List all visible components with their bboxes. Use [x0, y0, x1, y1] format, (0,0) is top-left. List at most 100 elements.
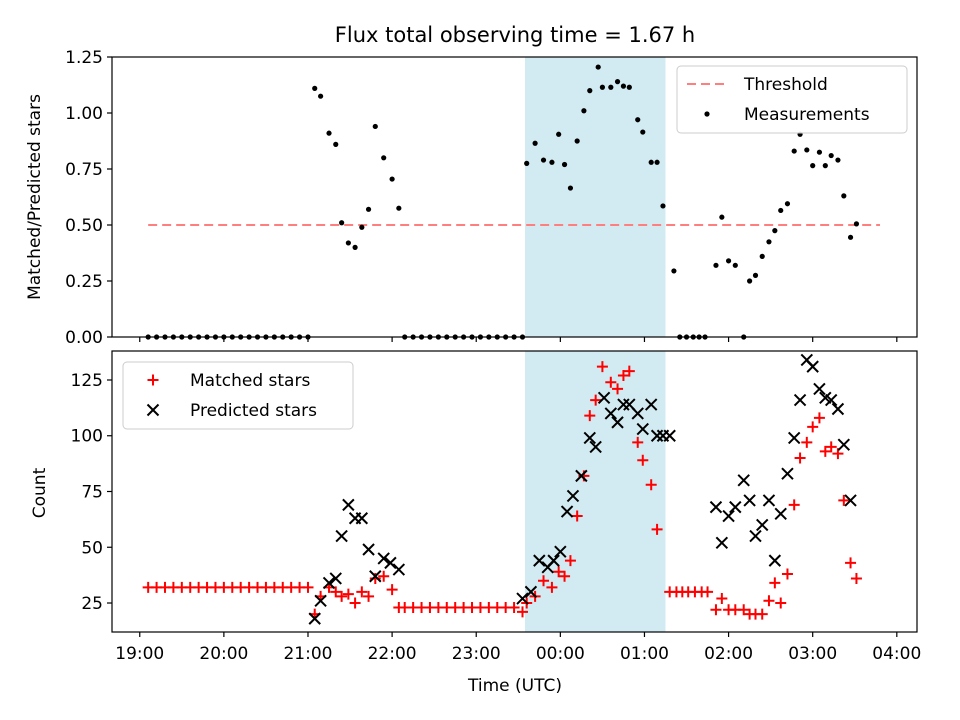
- measurement-point: [561, 161, 568, 168]
- measurement-point: [599, 84, 606, 90]
- matched-star-point: [378, 570, 390, 582]
- predicted-star-point: [831, 402, 845, 416]
- top-panel: 0.00 0.25 0.50 0.75 1.00 1.25 Threshold Measure…: [65, 48, 918, 348]
- matched-star-point: [363, 590, 375, 602]
- y-tick-label: 125: [71, 371, 103, 391]
- measurement-point: [732, 262, 738, 268]
- matched-star-point: [813, 412, 825, 424]
- measurement-point: [671, 268, 677, 274]
- measurement-point: [567, 185, 574, 191]
- matched-star-point: [349, 597, 361, 609]
- predicted-star-point: [533, 554, 546, 567]
- predicted-star-point: [768, 554, 782, 567]
- measurement-point: [389, 176, 395, 182]
- predicted-star-point: [377, 552, 390, 565]
- predicted-star-point: [575, 469, 588, 483]
- matched-star-point: [716, 593, 728, 605]
- predicted-star-point: [322, 576, 336, 590]
- matched-star-point: [596, 361, 608, 373]
- matched-star-point: [632, 436, 644, 448]
- measurement-point: [640, 129, 646, 135]
- legend-label: Matched stars: [190, 371, 310, 391]
- predicted-star-point: [547, 554, 560, 567]
- measurement-point: [719, 214, 725, 220]
- predicted-star-point: [329, 572, 342, 585]
- measurement-point: [549, 159, 555, 165]
- x-tick-label: 03:00: [788, 644, 837, 664]
- matched-star-point: [807, 421, 819, 433]
- measurement-point: [766, 239, 772, 245]
- x-tick-label: 23:00: [452, 644, 501, 664]
- y-tick-label: 75: [81, 483, 103, 503]
- matched-star-point: [738, 604, 750, 616]
- measurement-point: [381, 155, 387, 161]
- shaded-region: [525, 351, 666, 632]
- measurement-point: [778, 207, 784, 214]
- predicted-star-point: [806, 360, 819, 373]
- measurement-point: [725, 258, 732, 264]
- y-tick-label: 0.75: [65, 160, 103, 180]
- matched-star-point: [369, 572, 381, 584]
- x-tick-label: 00:00: [536, 644, 585, 664]
- predicted-star-point: [774, 507, 787, 521]
- predicted-star-point: [335, 529, 348, 543]
- predicted-star-point: [392, 563, 406, 576]
- matched-star-point: [775, 597, 787, 609]
- matched-star-point: [386, 584, 398, 596]
- predicted-star-point: [844, 494, 857, 507]
- x-tick-label: 21:00: [283, 644, 332, 664]
- measurement-point: [339, 220, 345, 226]
- matched-star-point: [651, 523, 663, 535]
- measurement-point: [816, 149, 823, 155]
- predicted-star-point: [604, 407, 618, 420]
- measurement-point: [660, 203, 666, 209]
- measurement-point: [556, 131, 562, 137]
- measurement-point: [841, 193, 847, 199]
- predicted-star-point: [369, 570, 382, 583]
- matched-star-point: [756, 608, 768, 620]
- predicted-star-point: [384, 556, 397, 570]
- measurement-point: [648, 159, 654, 165]
- predicted-star-point: [709, 500, 723, 514]
- measurement-point: [318, 93, 324, 99]
- matched-star-point: [571, 510, 583, 522]
- measurement-point: [608, 84, 614, 90]
- measurement-point: [713, 262, 719, 268]
- matched-star-point: [769, 577, 781, 589]
- matched-star-point: [825, 441, 837, 453]
- bottom-panel: 25 50 75 100 125 19:00 20:00 21:00 22:00 23:00 00:…: [71, 350, 921, 664]
- y-tick-label: 0.00: [65, 328, 103, 348]
- measurement-point: [822, 163, 828, 169]
- measurement-point: [372, 123, 378, 130]
- legend-box: [122, 361, 354, 430]
- predicted-star-point: [589, 440, 602, 454]
- x-tick-label: 22:00: [368, 644, 417, 664]
- measurement-point: [581, 108, 587, 114]
- predicted-star-point: [566, 489, 580, 503]
- chart-title: Flux total observing time = 1.67 h: [335, 23, 695, 47]
- legend-predicted-swatch: [146, 403, 160, 417]
- x-tick-label: 04:00: [872, 644, 921, 664]
- matched-star-point: [612, 383, 624, 395]
- matched-star-point: [832, 448, 844, 460]
- predicted-star-point: [749, 529, 762, 543]
- top-y-axis-label: Matched/Predicted stars: [25, 94, 45, 300]
- measurement-point: [595, 64, 601, 70]
- matched-star-point: [702, 586, 714, 598]
- matched-star-point: [508, 601, 520, 613]
- matched-star-point: [794, 452, 806, 464]
- predicted-star-point: [597, 391, 611, 405]
- predicted-star-point: [314, 594, 327, 607]
- measurement-point: [524, 160, 530, 166]
- measurement-point: [345, 240, 351, 246]
- predicted-star-point: [560, 505, 574, 518]
- measurement-point: [532, 140, 538, 146]
- measurement-point: [540, 157, 547, 163]
- matched-star-point: [788, 499, 800, 511]
- x-axis-label: Time (UTC): [467, 676, 562, 696]
- predicted-star-point: [824, 393, 838, 407]
- y-tick-label: 1.25: [65, 48, 103, 68]
- predicted-star-point: [781, 467, 794, 480]
- measurement-point: [810, 163, 816, 169]
